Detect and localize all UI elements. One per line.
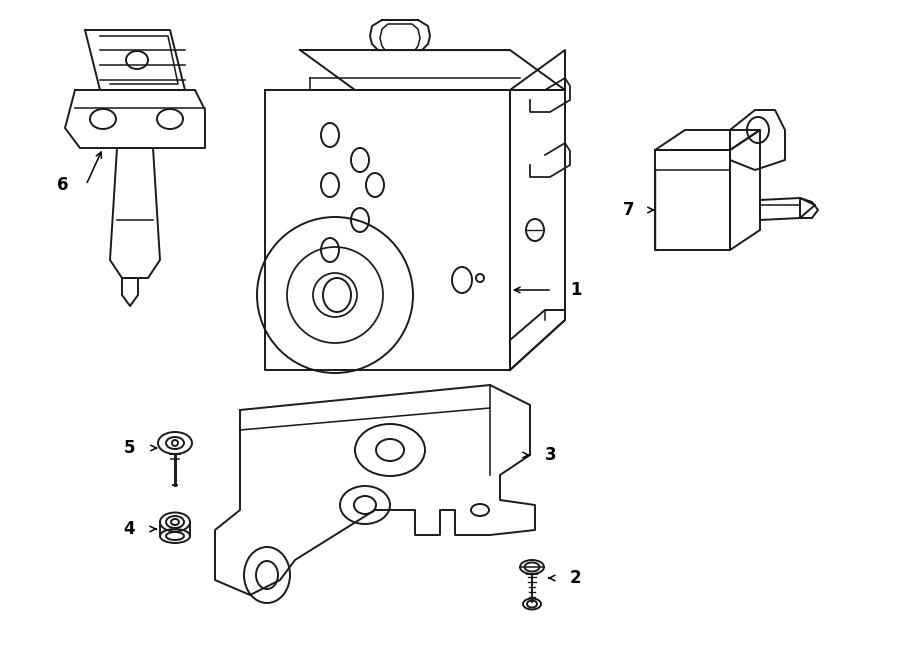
Text: 6: 6 (57, 176, 68, 194)
Text: 4: 4 (123, 520, 135, 538)
Text: 7: 7 (624, 201, 635, 219)
Text: 2: 2 (570, 569, 581, 587)
Text: 3: 3 (545, 446, 556, 464)
Text: 1: 1 (570, 281, 581, 299)
Text: 5: 5 (123, 439, 135, 457)
